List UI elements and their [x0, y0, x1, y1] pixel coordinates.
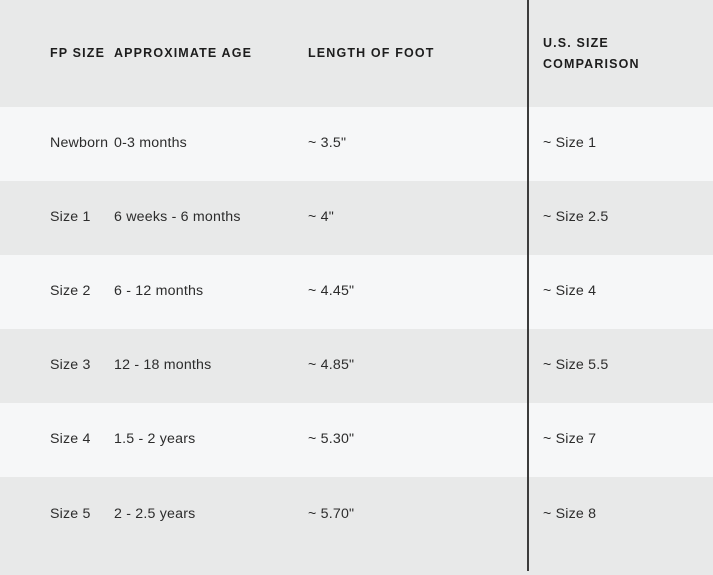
cell-us-size-comparison: ~ Size 7 [543, 431, 597, 448]
cell-approximate-age: 2 - 2.5 years [114, 506, 196, 522]
cell-us-size-comparison: ~ Size 8 [543, 506, 597, 522]
table-header-row: FP SIZE APPROXIMATE AGE LENGTH OF FOOT U… [0, 0, 713, 107]
cell-fp-size: Size 1 [50, 209, 91, 226]
column-divider [527, 0, 529, 571]
column-header-length-of-foot: LENGTH OF FOOT [308, 46, 435, 61]
cell-length-of-foot: ~ 5.70" [308, 506, 355, 522]
cell-fp-size: Size 5 [50, 506, 91, 522]
cell-approximate-age: 6 - 12 months [114, 283, 204, 300]
cell-length-of-foot: ~ 4.45" [308, 283, 355, 300]
table-row: Size 1 6 weeks - 6 months ~ 4" ~ Size 2.… [0, 181, 713, 255]
column-header-us-size-comparison-line-2: COMPARISON [543, 56, 640, 71]
column-header-us-size-comparison-line-1: U.S. SIZE [543, 35, 609, 50]
table-row: Size 4 1.5 - 2 years ~ 5.30" ~ Size 7 [0, 403, 713, 477]
cell-fp-size: Size 3 [50, 357, 91, 374]
cell-length-of-foot: ~ 4" [308, 209, 334, 226]
cell-approximate-age: 12 - 18 months [114, 357, 212, 374]
cell-fp-size: Size 4 [50, 431, 91, 448]
cell-us-size-comparison: ~ Size 4 [543, 283, 597, 300]
table-row: Size 5 2 - 2.5 years ~ 5.70" ~ Size 8 [0, 477, 713, 575]
cell-fp-size: Newborn [50, 135, 109, 152]
cell-approximate-age: 1.5 - 2 years [114, 431, 196, 448]
cell-us-size-comparison: ~ Size 5.5 [543, 357, 609, 374]
cell-approximate-age: 0-3 months [114, 135, 187, 152]
cell-us-size-comparison: ~ Size 2.5 [543, 209, 609, 226]
column-header-us-size-comparison: U.S. SIZE COMPARISON [510, 33, 713, 74]
table-row: Size 3 12 - 18 months ~ 4.85" ~ Size 5.5 [0, 329, 713, 403]
column-header-approximate-age: APPROXIMATE AGE [114, 46, 253, 61]
cell-us-size-comparison: ~ Size 1 [543, 135, 597, 152]
cell-length-of-foot: ~ 3.5" [308, 135, 347, 152]
cell-length-of-foot: ~ 5.30" [308, 431, 355, 448]
cell-approximate-age: 6 weeks - 6 months [114, 209, 241, 226]
cell-length-of-foot: ~ 4.85" [308, 357, 355, 374]
cell-fp-size: Size 2 [50, 283, 91, 300]
table-row: Newborn 0-3 months ~ 3.5" ~ Size 1 [0, 107, 713, 181]
table-row: Size 2 6 - 12 months ~ 4.45" ~ Size 4 [0, 255, 713, 329]
column-header-fp-size: FP SIZE [50, 46, 106, 61]
